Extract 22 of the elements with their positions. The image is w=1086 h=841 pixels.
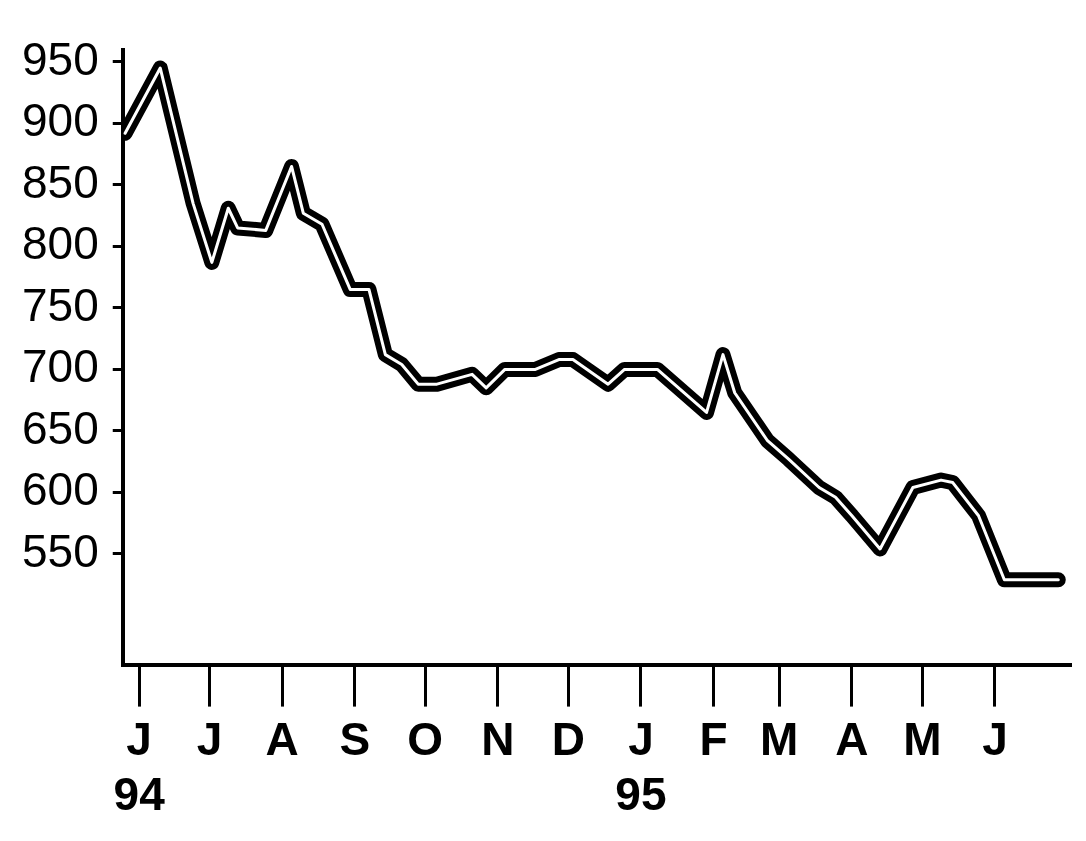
x-tick-label: F [699, 712, 728, 765]
x-tick-label: A [835, 712, 869, 765]
x-tick-label: J [982, 712, 1008, 765]
x-tick-label: J 95 [615, 712, 667, 821]
x-tick-label: J [196, 712, 223, 765]
x-tick-label: J 94 [113, 712, 166, 821]
x-tick-label: M [903, 712, 942, 765]
x-tick-label: M [760, 712, 799, 765]
y-tick-label: 950 [22, 32, 99, 85]
y-tick-label: 750 [22, 278, 99, 331]
x-tick-label: O [407, 712, 444, 765]
x-tick-label: A [265, 712, 299, 765]
x-tick-label: N [481, 712, 515, 765]
y-tick-label: 850 [22, 155, 99, 208]
y-tick-label: 700 [22, 340, 99, 393]
y-tick-label: 550 [22, 524, 99, 577]
x-tick-label: D [551, 712, 585, 765]
y-tick-label: 650 [22, 401, 99, 454]
y-tick-label: 600 [22, 463, 99, 516]
y-tick-label: 900 [22, 94, 99, 147]
y-tick-label: 800 [22, 217, 99, 270]
x-tick-label: S [339, 712, 371, 765]
